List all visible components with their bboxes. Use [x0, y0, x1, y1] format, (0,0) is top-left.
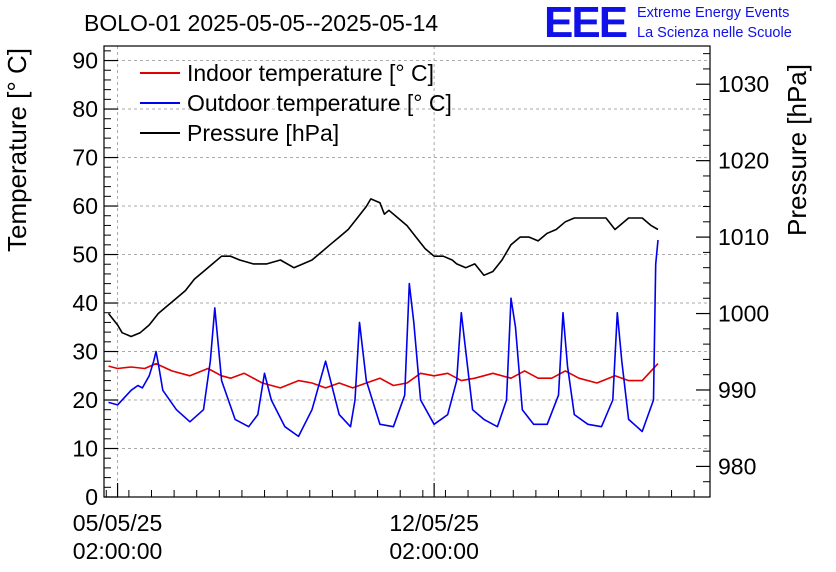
logo-line-2: La Scienza nelle Scuole [637, 25, 792, 41]
x-tick-time: 02:00:00 [389, 538, 479, 564]
gridlines [104, 46, 710, 497]
axes: 0102030405060708090980990100010101020103… [72, 48, 769, 564]
eee-logo-mark: EEE [544, 0, 628, 47]
series-line-outdoor-temperature [108, 239, 659, 438]
eee-logo: EEE Extreme Energy Events La Scienza nel… [544, 0, 836, 47]
y-tick-label: 50 [72, 242, 98, 268]
x-tick-date: 05/05/25 [73, 510, 163, 536]
legend-label: Indoor temperature [° C] [187, 60, 434, 86]
y-axis-label: Temperature [° C] [2, 48, 32, 252]
plot-frame [103, 45, 711, 498]
x-tick-time: 02:00:00 [73, 538, 163, 564]
series-layer [107, 198, 659, 438]
y-tick-label: 10 [72, 436, 98, 462]
legend-label: Pressure [hPa] [187, 120, 339, 146]
chart-title: BOLO-01 2025-05-05--2025-05-14 [84, 10, 439, 36]
y-tick-label: 20 [72, 387, 98, 413]
x-tick-date: 12/05/25 [389, 510, 479, 536]
y2-tick-label: 1010 [718, 224, 769, 250]
y-tick-label: 60 [72, 193, 98, 219]
y2-axis-label: Pressure [hPa] [782, 64, 812, 236]
y2-tick-label: 1000 [718, 301, 769, 327]
series-line-pressure [107, 198, 659, 338]
series-line-indoor-temperature [108, 362, 659, 389]
y-tick-label: 90 [72, 48, 98, 74]
y-tick-label: 80 [72, 96, 98, 122]
y-tick-label: 30 [72, 339, 98, 365]
y2-tick-label: 1030 [718, 71, 769, 97]
y2-tick-label: 990 [718, 377, 756, 403]
y-tick-label: 40 [72, 290, 98, 316]
y-tick-label: 70 [72, 145, 98, 171]
logo-line-1: Extreme Energy Events [637, 5, 790, 21]
y-tick-label: 0 [85, 484, 98, 510]
y2-tick-label: 1020 [718, 148, 769, 174]
y2-tick-label: 980 [718, 453, 756, 479]
legend-label: Outdoor temperature [° C] [187, 90, 452, 116]
legend: Indoor temperature [° C] Outdoor temperat… [140, 60, 452, 146]
